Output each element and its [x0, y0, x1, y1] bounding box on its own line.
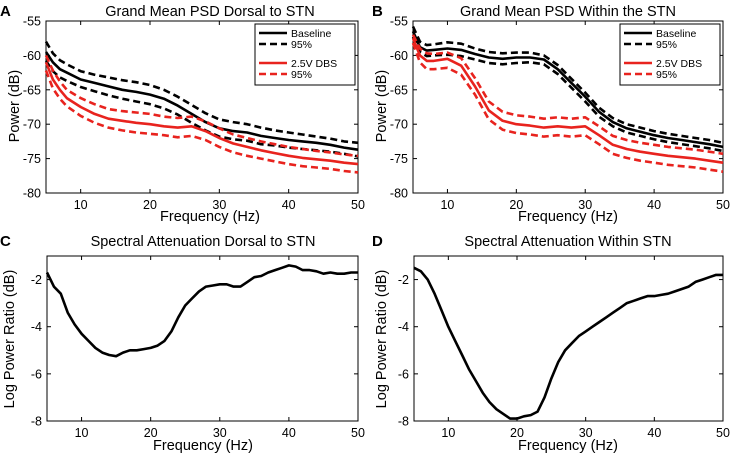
series-layer: [411, 25, 724, 173]
y-tick-label: -70: [390, 118, 408, 132]
y-tick-label: -75: [390, 152, 408, 166]
legend-label: 95%: [656, 69, 677, 81]
y-tick-label: -4: [31, 320, 42, 334]
panel-label: A: [0, 3, 11, 20]
tick-layer: 10 20 30 40 50 -8 -6 -4 -2: [398, 256, 730, 440]
plot-frame: [45, 20, 359, 194]
y-axis-label: Power (dB): [7, 70, 23, 143]
y-tick-label: -6: [31, 367, 42, 381]
legend-label: 95%: [291, 39, 312, 51]
plot-frame: [412, 20, 724, 194]
tick-layer: 10 20 30 40 50 -80 -75 -70 -65 -60 -55: [390, 15, 730, 213]
x-tick-label: 40: [282, 426, 296, 440]
series-line: [411, 42, 724, 173]
x-tick-label: 50: [351, 426, 365, 440]
y-axis-label: Power (dB): [374, 70, 390, 143]
y-tick-label: -4: [398, 320, 409, 334]
x-axis-label: Frequency (Hz): [160, 209, 260, 225]
legend: Baseline 95% 2.5V DBS 95%: [254, 23, 356, 86]
series-line: [411, 34, 724, 156]
series-line: [45, 264, 358, 358]
x-tick-label: 10: [74, 198, 88, 212]
y-tick-label: -75: [23, 152, 41, 166]
y-tick-label: -80: [390, 187, 408, 201]
x-tick-label: 30: [212, 198, 226, 212]
series-line: [44, 61, 359, 166]
y-tick-label: -65: [23, 83, 41, 97]
x-tick-label: 40: [282, 198, 296, 212]
x-tick-label: 10: [75, 426, 89, 440]
x-tick-label: 20: [510, 426, 524, 440]
y-tick-label: -8: [398, 415, 409, 429]
plot-frame: [413, 255, 724, 422]
legend-label: Baseline: [291, 28, 331, 40]
x-tick-label: 50: [716, 198, 730, 212]
x-axis-label: Frequency (Hz): [518, 209, 618, 225]
x-tick-label: 50: [351, 198, 365, 212]
panel-title: Grand Mean PSD Within the STN: [460, 4, 676, 20]
series-line: [411, 37, 724, 164]
y-tick-label: -55: [23, 15, 41, 29]
y-tick-label: -70: [23, 118, 41, 132]
panel-label: C: [0, 233, 11, 250]
x-tick-label: 20: [143, 198, 157, 212]
tick-layer: 10 20 30 40 50 -80 -75 -70 -65 -60 -55: [23, 15, 365, 213]
x-tick-label: 30: [578, 198, 592, 212]
panel-d: D Spectral Attenuation Within STN Freque…: [372, 233, 730, 454]
x-tick-label: 40: [647, 426, 661, 440]
y-axis-label: Log Power Ratio (dB): [374, 270, 390, 409]
panel-label: D: [372, 233, 383, 250]
series-layer: [45, 264, 358, 358]
x-tick-label: 50: [716, 426, 730, 440]
legend-label: 95%: [656, 39, 677, 51]
series-line: [411, 36, 724, 153]
x-tick-label: 10: [440, 198, 454, 212]
y-tick-label: -2: [398, 273, 409, 287]
plot-frame: [46, 255, 359, 422]
panel-b: B Grand Mean PSD Within the STN Frequenc…: [372, 3, 730, 225]
panel-title: Grand Mean PSD Dorsal to STN: [105, 4, 315, 20]
y-tick-label: -65: [390, 83, 408, 97]
x-tick-label: 20: [144, 426, 158, 440]
series-line: [44, 70, 359, 174]
x-axis-label: Frequency (Hz): [153, 438, 253, 454]
x-tick-label: 10: [441, 426, 455, 440]
legend-label: 2.5V DBS: [291, 58, 337, 70]
series-line: [44, 54, 359, 158]
x-tick-label: 30: [213, 426, 227, 440]
legend-label: 2.5V DBS: [656, 58, 702, 70]
tick-layer: 10 20 30 40 50 -8 -6 -4 -2: [31, 256, 365, 440]
series-line: [411, 25, 724, 145]
x-tick-label: 20: [509, 198, 523, 212]
legend-label: 95%: [291, 69, 312, 81]
panel-label: B: [372, 3, 383, 20]
series-layer: [413, 266, 723, 420]
legend-label: Baseline: [656, 28, 696, 40]
y-tick-label: -80: [23, 187, 41, 201]
panel-a: A Grand Mean PSD Dorsal to STN Frequency…: [0, 3, 365, 225]
panel-title: Spectral Attenuation Within STN: [464, 234, 671, 250]
series-line: [44, 40, 359, 145]
legend: Baseline 95% 2.5V DBS 95%: [619, 23, 721, 86]
x-tick-label: 40: [647, 198, 661, 212]
y-tick-label: -8: [31, 415, 42, 429]
series-line: [411, 30, 724, 149]
series-line: [44, 51, 359, 151]
panel-title: Spectral Attenuation Dorsal to STN: [91, 234, 316, 250]
series-line: [413, 266, 723, 420]
y-axis-label: Log Power Ratio (dB): [2, 270, 18, 409]
y-tick-label: -60: [23, 49, 41, 63]
x-tick-label: 30: [579, 426, 593, 440]
x-axis-label: Frequency (Hz): [518, 438, 618, 454]
y-tick-label: -60: [390, 49, 408, 63]
panel-c: C Spectral Attenuation Dorsal to STN Fre…: [0, 233, 365, 454]
y-tick-label: -2: [31, 273, 42, 287]
series-layer: [44, 40, 359, 174]
y-tick-label: -55: [390, 15, 408, 29]
y-tick-label: -6: [398, 367, 409, 381]
